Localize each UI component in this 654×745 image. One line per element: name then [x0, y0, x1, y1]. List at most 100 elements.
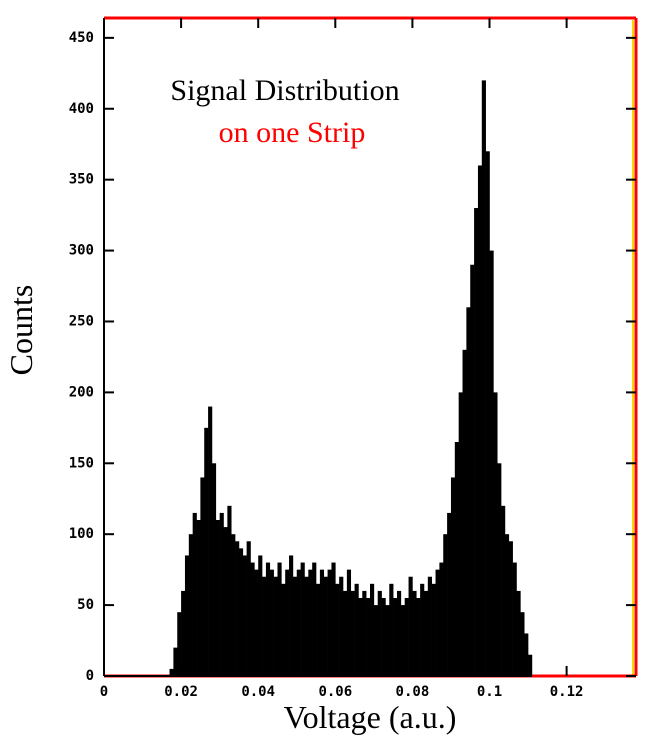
bar — [370, 583, 375, 676]
bar — [215, 520, 220, 676]
bar — [462, 349, 467, 676]
bar — [265, 562, 271, 676]
bar — [262, 576, 267, 676]
bar — [423, 590, 429, 676]
bar — [339, 576, 344, 676]
bar — [208, 406, 213, 676]
y-tick-label: 200 — [69, 384, 94, 400]
bar — [354, 583, 359, 676]
bar — [254, 569, 259, 676]
bar — [366, 598, 371, 676]
bar — [528, 654, 533, 676]
x-tick-label: 0.1 — [477, 684, 502, 700]
bar — [385, 605, 390, 676]
bar — [211, 463, 217, 676]
y-tick-label: 350 — [69, 172, 94, 188]
bar — [454, 442, 459, 676]
bar — [485, 151, 490, 676]
bar — [412, 590, 417, 676]
bar — [504, 534, 510, 676]
bar — [331, 562, 336, 676]
bar — [312, 562, 317, 676]
bar — [173, 647, 178, 676]
bar — [400, 605, 405, 676]
bar — [477, 165, 483, 676]
bar — [493, 392, 498, 676]
bar — [427, 576, 432, 676]
bar — [319, 569, 325, 676]
y-tick-label: 250 — [69, 313, 94, 329]
bar — [450, 477, 456, 676]
x-tick-label: 0 — [100, 684, 108, 700]
bar — [184, 555, 190, 676]
bar — [381, 598, 386, 676]
bar — [481, 80, 486, 677]
bar — [258, 555, 263, 676]
y-tick-label: 50 — [77, 597, 94, 613]
bar — [204, 427, 209, 676]
bar — [269, 569, 274, 676]
bar — [516, 590, 521, 676]
bar — [238, 548, 244, 676]
bar — [327, 569, 332, 676]
bar — [223, 527, 228, 676]
bar — [416, 598, 421, 676]
bar — [501, 505, 506, 676]
x-tick-label: 0.04 — [241, 684, 275, 700]
bar — [242, 555, 247, 676]
bar — [196, 520, 201, 676]
bar — [512, 562, 517, 676]
bar — [273, 576, 278, 676]
bar — [308, 569, 313, 676]
x-tick-label: 0.02 — [164, 684, 198, 700]
bar — [200, 477, 205, 676]
bar — [219, 512, 224, 676]
bar — [358, 598, 363, 676]
x-tick-label: 0.08 — [396, 684, 430, 700]
y-tick-label: 0 — [86, 668, 94, 684]
y-tick-label: 300 — [69, 243, 94, 259]
chart-subtitle: on one Strip — [219, 116, 366, 149]
bar — [393, 598, 398, 676]
bar — [520, 612, 525, 676]
bar — [304, 576, 309, 676]
bar — [489, 250, 494, 676]
bar — [439, 562, 444, 676]
bar — [350, 590, 355, 676]
bar — [246, 541, 251, 676]
bar — [250, 562, 255, 676]
bar — [188, 534, 193, 676]
bar — [404, 598, 409, 676]
bar — [296, 569, 301, 676]
chart-title: Signal Distribution — [170, 74, 399, 107]
x-tick-label: 0.12 — [550, 684, 584, 700]
bar — [285, 569, 290, 676]
bar — [458, 392, 463, 676]
bar — [177, 612, 182, 676]
x-tick-label: 0.06 — [318, 684, 352, 700]
bar — [169, 668, 174, 676]
bar — [435, 569, 440, 676]
y-tick-label: 400 — [69, 101, 94, 117]
y-tick-label: 450 — [69, 30, 94, 46]
bar — [346, 569, 352, 676]
bar — [466, 307, 471, 676]
bar — [408, 576, 413, 676]
bar — [524, 633, 529, 676]
bar — [362, 590, 367, 676]
bar — [470, 264, 475, 676]
x-axis-label: Voltage (a.u.) — [284, 699, 457, 735]
bar — [497, 463, 502, 676]
bar — [316, 583, 321, 676]
bar — [474, 208, 479, 676]
bar — [431, 583, 436, 676]
bar — [420, 583, 425, 676]
bar — [443, 534, 448, 676]
bar — [231, 534, 236, 676]
bar — [377, 590, 382, 676]
bar — [343, 590, 348, 676]
y-axis-label: Counts — [3, 285, 39, 376]
bar — [277, 562, 282, 676]
